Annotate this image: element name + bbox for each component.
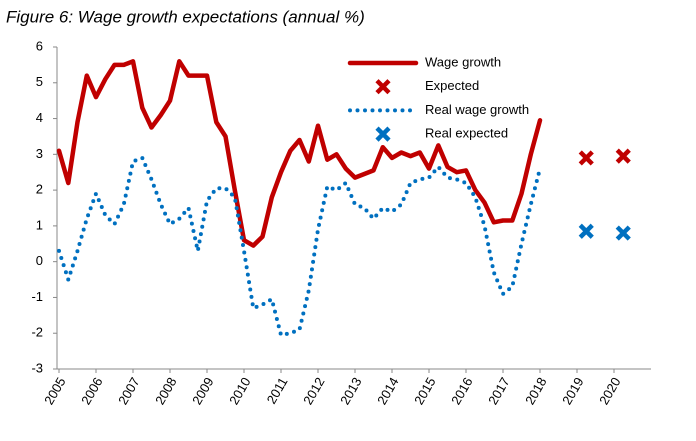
x-tick-label: 2019: [559, 375, 586, 408]
legend-label: Expected: [425, 78, 479, 93]
y-tick-label: 5: [36, 74, 43, 89]
series-line: [56, 59, 543, 248]
series-line: [57, 155, 542, 337]
legend-marker: [375, 79, 391, 95]
expected-marker: [615, 148, 631, 164]
x-tick-label: 2005: [41, 375, 68, 408]
legend-label: Real wage growth: [425, 102, 529, 117]
legend-label: Real expected: [425, 126, 508, 141]
legend-marker: [375, 126, 391, 142]
x-tick-label: 2006: [78, 375, 105, 408]
expected-marker: [578, 223, 594, 239]
x-tick-label: 2013: [337, 375, 364, 408]
y-tick-label: 0: [36, 253, 43, 268]
x-tick-label: 2014: [374, 375, 401, 408]
y-tick-label: 2: [36, 182, 43, 197]
x-tick-label: 2012: [300, 375, 327, 408]
y-tick-label: -3: [31, 360, 43, 375]
x-tick-label: 2018: [522, 375, 549, 408]
y-tick-label: 1: [36, 217, 43, 232]
chart-title: Figure 6: Wage growth expectations (annu…: [6, 7, 365, 26]
legend-label: Wage growth: [425, 54, 501, 69]
y-tick-label: 6: [36, 38, 43, 53]
x-tick-label: 2020: [596, 375, 623, 408]
x-tick-label: 2015: [411, 375, 438, 408]
x-tick-label: 2017: [485, 375, 512, 408]
x-tick-label: 2008: [152, 375, 179, 408]
expected-marker: [578, 150, 594, 166]
expected-marker: [615, 225, 631, 241]
x-tick-label: 2010: [226, 375, 253, 408]
x-tick-label: 2007: [115, 375, 142, 408]
y-tick-label: 3: [36, 146, 43, 161]
y-tick-label: 4: [36, 110, 43, 125]
y-tick-label: -1: [31, 289, 43, 304]
x-tick-label: 2011: [264, 375, 291, 407]
x-tick-label: 2016: [448, 375, 475, 408]
x-tick-label: 2009: [189, 375, 216, 408]
y-tick-label: -2: [31, 325, 43, 340]
